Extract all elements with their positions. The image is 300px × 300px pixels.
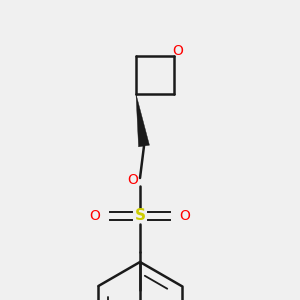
Text: S: S: [134, 208, 146, 224]
Text: O: O: [172, 44, 183, 58]
Text: O: O: [180, 209, 190, 223]
Text: O: O: [128, 173, 138, 187]
Polygon shape: [136, 94, 149, 147]
Text: O: O: [90, 209, 101, 223]
